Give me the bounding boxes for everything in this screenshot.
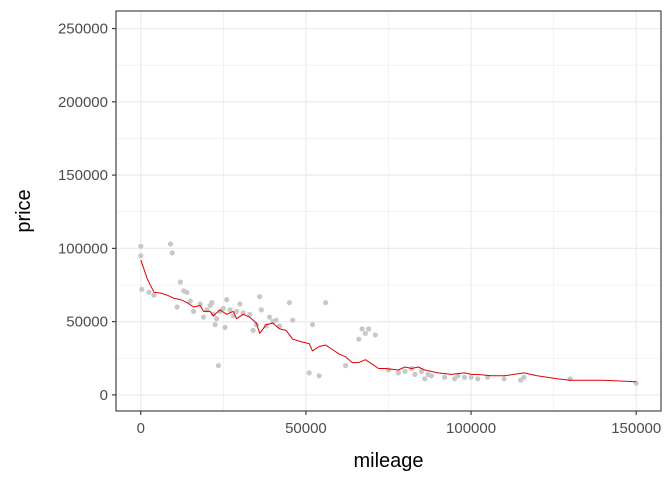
data-point xyxy=(187,298,193,304)
data-point xyxy=(220,305,226,311)
data-point xyxy=(366,326,372,332)
data-point xyxy=(210,311,216,317)
data-point xyxy=(237,301,243,307)
grid-lines xyxy=(116,11,661,411)
data-point xyxy=(521,374,527,380)
y-tick-label: 150000 xyxy=(58,167,108,184)
y-axis-ticks: 0 50000 100000 150000 200000 250000 xyxy=(58,21,116,404)
data-point xyxy=(309,322,316,328)
data-point xyxy=(412,371,418,377)
data-point xyxy=(475,376,481,382)
data-point xyxy=(174,304,180,310)
x-tick-label: 0 xyxy=(137,420,145,437)
data-point xyxy=(167,241,174,247)
data-point xyxy=(273,317,279,323)
data-point xyxy=(139,286,145,292)
data-point xyxy=(501,376,507,382)
data-point xyxy=(468,374,474,380)
data-point xyxy=(212,322,218,328)
data-point xyxy=(395,370,401,376)
data-point xyxy=(240,310,246,316)
y-tick-label: 0 xyxy=(100,387,108,404)
smooth-line xyxy=(140,259,637,383)
data-point xyxy=(402,368,408,374)
scatter-points xyxy=(138,241,639,386)
data-point xyxy=(169,250,175,256)
data-point xyxy=(452,376,458,382)
data-point xyxy=(362,330,368,336)
data-point xyxy=(177,279,183,285)
smooth-line-layer xyxy=(140,259,637,383)
data-point xyxy=(227,307,233,313)
data-point xyxy=(224,297,230,303)
y-tick-label: 250000 xyxy=(58,21,108,38)
data-point xyxy=(372,332,378,338)
y-axis-title: price xyxy=(13,189,35,232)
data-point xyxy=(234,308,240,314)
data-point xyxy=(250,327,256,333)
data-point xyxy=(247,311,253,317)
data-point xyxy=(138,243,144,249)
data-point xyxy=(286,300,292,306)
x-tick-label: 150000 xyxy=(611,420,661,437)
x-axis-title: mileage xyxy=(353,450,423,472)
data-point xyxy=(323,300,329,306)
x-tick-label: 100000 xyxy=(446,420,496,437)
data-point xyxy=(290,317,296,323)
plot-panel-border xyxy=(115,10,662,412)
data-point xyxy=(257,294,263,300)
data-point xyxy=(343,363,349,369)
data-point xyxy=(209,300,215,306)
data-point xyxy=(215,363,221,369)
data-point xyxy=(191,308,197,314)
data-point xyxy=(455,373,461,379)
data-point xyxy=(356,336,362,342)
y-tick-label: 50000 xyxy=(66,314,108,331)
data-point xyxy=(316,373,322,379)
data-point xyxy=(214,316,220,322)
data-point xyxy=(151,292,157,298)
data-point xyxy=(422,376,428,382)
data-point xyxy=(306,370,312,376)
data-point xyxy=(359,326,365,332)
data-point xyxy=(184,289,190,295)
y-tick-label: 200000 xyxy=(58,94,108,111)
data-point xyxy=(428,373,434,379)
y-tick-label: 100000 xyxy=(58,240,108,257)
data-point xyxy=(138,253,144,259)
data-point xyxy=(418,368,425,374)
data-point xyxy=(222,324,228,331)
x-axis-ticks: 0 50000 100000 150000 xyxy=(137,411,661,437)
data-point xyxy=(146,289,152,295)
data-point xyxy=(258,307,264,313)
data-point xyxy=(217,308,223,314)
data-point xyxy=(442,374,448,380)
data-point xyxy=(461,374,468,380)
x-tick-label: 50000 xyxy=(285,420,327,437)
data-point xyxy=(267,314,273,320)
data-point xyxy=(200,314,207,320)
